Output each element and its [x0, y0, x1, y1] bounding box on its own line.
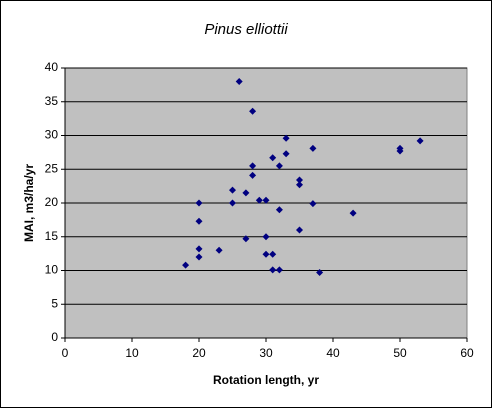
point [396, 147, 404, 155]
point [309, 200, 317, 208]
point [309, 144, 317, 152]
y-tick-label: 15 [45, 229, 59, 243]
point [195, 253, 203, 261]
point [195, 217, 203, 225]
chart-title: Pinus elliottii [204, 21, 288, 38]
point [262, 250, 270, 258]
y-tick-label: 20 [45, 195, 59, 209]
point [242, 189, 250, 197]
point [249, 162, 257, 170]
point [269, 266, 277, 274]
point [296, 176, 303, 184]
point [282, 150, 290, 158]
y-axis-label: MAI, m3/ha/yr [22, 164, 36, 242]
y-tick-label: 0 [51, 330, 58, 344]
y-tick-label: 40 [45, 60, 59, 74]
point [282, 134, 290, 142]
point [195, 199, 203, 207]
point [296, 181, 303, 189]
point [195, 245, 203, 253]
point [275, 206, 283, 214]
x-tick-label: 60 [460, 346, 474, 360]
x-tick-label: 20 [192, 346, 206, 360]
point [275, 162, 283, 170]
point [242, 235, 250, 243]
x-axis-label: Rotation length, yr [213, 373, 319, 387]
point [296, 226, 303, 234]
point [416, 137, 424, 145]
y-tick-label: 5 [51, 296, 58, 310]
point [255, 196, 263, 204]
point [249, 171, 257, 179]
x-tick-label: 30 [259, 346, 273, 360]
point [235, 78, 243, 85]
point [229, 199, 236, 207]
point [249, 107, 257, 115]
point [229, 186, 236, 194]
point [215, 246, 223, 254]
y-tick-label: 10 [45, 263, 59, 277]
y-tick-label: 35 [45, 94, 59, 108]
point [275, 266, 283, 274]
x-tick-label: 10 [125, 346, 139, 360]
x-tick-label: 50 [393, 346, 407, 360]
point [316, 269, 324, 277]
y-tick-label: 25 [45, 161, 59, 175]
y-tick-label: 30 [45, 128, 59, 142]
point [349, 209, 357, 217]
point [262, 233, 270, 241]
point [269, 250, 277, 258]
point [262, 196, 270, 204]
point [269, 154, 277, 162]
point [182, 261, 190, 269]
x-tick-label: 40 [326, 346, 340, 360]
x-tick-label: 0 [62, 346, 69, 360]
